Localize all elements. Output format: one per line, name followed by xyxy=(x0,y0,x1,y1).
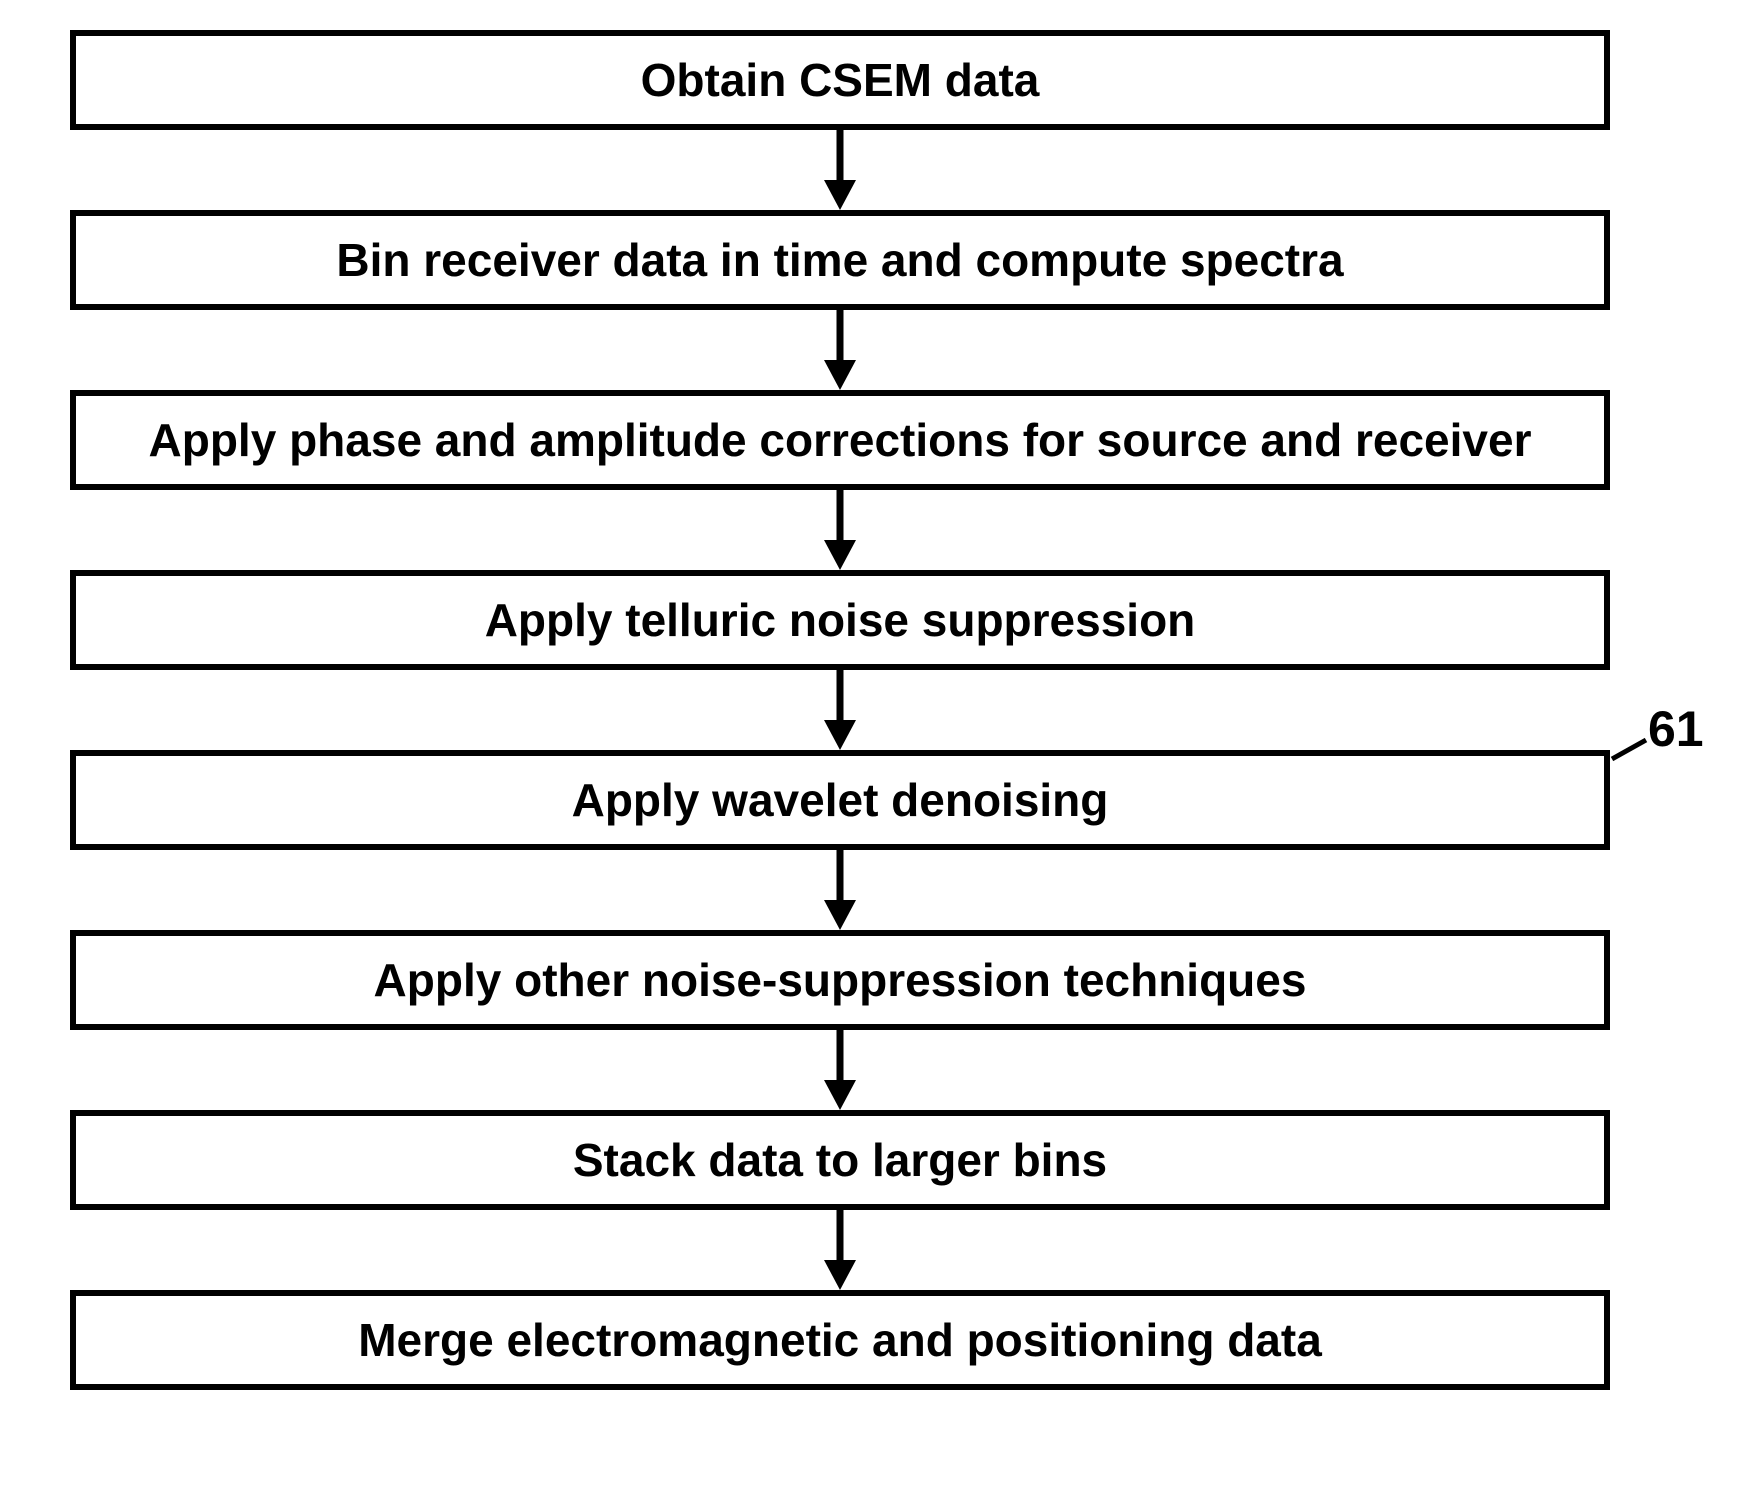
arrow-2 xyxy=(70,310,1610,390)
step-label-4: Apply telluric noise suppression xyxy=(485,593,1196,647)
callout-label-61: 61 xyxy=(1648,700,1704,758)
arrow-7 xyxy=(70,1210,1610,1290)
step-label-3: Apply phase and amplitude corrections fo… xyxy=(149,413,1532,467)
step-box-8: Merge electromagnetic and positioning da… xyxy=(70,1290,1610,1390)
step-label-8: Merge electromagnetic and positioning da… xyxy=(358,1313,1322,1367)
step-label-2: Bin receiver data in time and compute sp… xyxy=(336,233,1343,287)
arrow-5 xyxy=(70,850,1610,930)
step-label-7: Stack data to larger bins xyxy=(573,1133,1107,1187)
arrow-4 xyxy=(70,670,1610,750)
step-box-7: Stack data to larger bins xyxy=(70,1110,1610,1210)
step-label-1: Obtain CSEM data xyxy=(641,53,1040,107)
step-box-3: Apply phase and amplitude corrections fo… xyxy=(70,390,1610,490)
step-label-5: Apply wavelet denoising xyxy=(572,773,1109,827)
flowchart-container: Obtain CSEM data Bin receiver data in ti… xyxy=(70,30,1610,1390)
step-box-2: Bin receiver data in time and compute sp… xyxy=(70,210,1610,310)
step-box-5: Apply wavelet denoising xyxy=(70,750,1610,850)
arrow-6 xyxy=(70,1030,1610,1110)
step-box-1: Obtain CSEM data xyxy=(70,30,1610,130)
step-box-6: Apply other noise-suppression techniques xyxy=(70,930,1610,1030)
arrow-3 xyxy=(70,490,1610,570)
step-box-4: Apply telluric noise suppression xyxy=(70,570,1610,670)
arrow-1 xyxy=(70,130,1610,210)
step-label-6: Apply other noise-suppression techniques xyxy=(374,953,1307,1007)
